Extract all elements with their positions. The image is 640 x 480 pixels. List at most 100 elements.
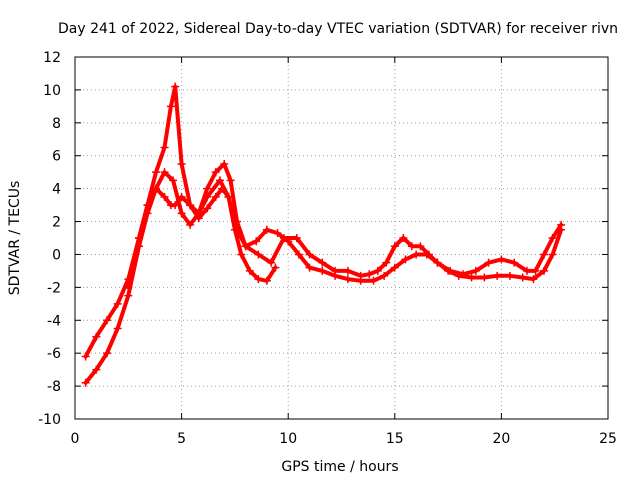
- data-point-marker: [186, 220, 195, 229]
- data-point-marker: [540, 266, 549, 275]
- data-point-marker: [166, 102, 175, 111]
- data-point-marker: [467, 273, 476, 282]
- y-tick-label: -2: [47, 280, 61, 296]
- data-point-marker: [143, 201, 152, 210]
- y-tick-label: -8: [47, 379, 61, 395]
- series-line: [83, 84, 564, 359]
- data-point-marker: [171, 201, 180, 210]
- data-point-marker: [218, 184, 227, 193]
- data-point-marker: [92, 332, 101, 341]
- data-point-marker: [124, 291, 133, 300]
- data-point-marker: [81, 378, 90, 387]
- data-point-marker: [412, 250, 421, 259]
- data-point-marker: [373, 266, 382, 275]
- data-point-marker: [318, 266, 327, 275]
- data-point-marker: [540, 250, 549, 259]
- x-axis-label: GPS time / hours: [281, 459, 398, 475]
- data-point-marker: [262, 225, 271, 234]
- y-tick-label: 0: [52, 247, 61, 263]
- data-point-marker: [343, 275, 352, 284]
- x-tick-label: 0: [71, 431, 80, 447]
- data-point-marker: [331, 271, 340, 280]
- data-point-marker: [160, 192, 169, 201]
- data-point-marker: [267, 258, 276, 267]
- data-point-marker: [518, 273, 527, 282]
- series-group: [81, 82, 566, 387]
- data-point-marker: [471, 266, 480, 275]
- data-point-marker: [401, 255, 410, 264]
- data-point-marker: [343, 266, 352, 275]
- y-tick-label: 8: [52, 116, 61, 132]
- y-tick-label: -10: [38, 412, 61, 428]
- data-point-marker: [224, 192, 233, 201]
- data-point-marker: [380, 271, 389, 280]
- y-tick-label: -6: [47, 346, 61, 362]
- data-point-marker: [522, 266, 531, 275]
- data-point-marker: [252, 237, 261, 246]
- data-point-marker: [318, 258, 327, 267]
- data-point-marker: [510, 258, 519, 267]
- chart-title: Day 241 of 2022, Sidereal Day-to-day VTE…: [58, 21, 618, 37]
- data-point-marker: [505, 271, 514, 280]
- x-tick-label: 5: [177, 431, 186, 447]
- data-point-marker: [292, 234, 301, 242]
- data-point-marker: [422, 250, 431, 259]
- data-point-marker: [211, 192, 220, 201]
- data-point-marker: [444, 266, 453, 275]
- data-point-marker: [194, 214, 203, 223]
- y-tick-label: 10: [43, 83, 61, 99]
- data-point-marker: [177, 192, 186, 201]
- data-point-marker: [220, 159, 229, 168]
- data-point-marker: [305, 250, 314, 259]
- data-point-marker: [305, 263, 314, 272]
- x-tick-label: 25: [599, 431, 617, 447]
- data-point-marker: [382, 258, 391, 267]
- data-point-marker: [454, 271, 463, 280]
- data-point-marker: [254, 250, 263, 259]
- data-point-marker: [160, 143, 169, 152]
- data-point-marker: [203, 184, 212, 193]
- data-point-marker: [102, 349, 111, 358]
- data-point-marker: [92, 365, 101, 374]
- data-point-marker: [186, 201, 195, 210]
- grid-lines: [75, 57, 608, 419]
- data-point-marker: [548, 234, 557, 242]
- data-point-marker: [245, 266, 254, 275]
- data-point-marker: [284, 237, 293, 246]
- series-trace-c: [124, 184, 280, 292]
- data-point-marker: [493, 271, 502, 280]
- data-point-marker: [484, 258, 493, 267]
- data-point-marker: [211, 168, 220, 177]
- data-point-marker: [294, 250, 303, 259]
- y-tick-label: 4: [52, 182, 61, 198]
- data-point-marker: [548, 250, 557, 259]
- data-point-marker: [152, 168, 161, 177]
- series-line: [83, 162, 564, 385]
- y-tick-label: -4: [47, 313, 61, 329]
- axis-ticks: 0 5 10 15 20 25 -10 -8 -6 -4 -2 0 2 4 6 8 10 12: [38, 50, 617, 447]
- data-point-marker: [152, 184, 161, 193]
- plot-frame: [74, 56, 609, 420]
- data-point-marker: [177, 209, 186, 218]
- data-point-marker: [169, 176, 178, 185]
- data-point-marker: [399, 234, 408, 242]
- data-point-marker: [416, 242, 425, 251]
- data-point-marker: [254, 275, 263, 284]
- data-point-marker: [529, 275, 538, 284]
- data-point-marker: [271, 263, 280, 272]
- y-tick-label: 12: [43, 50, 61, 66]
- data-point-marker: [226, 176, 235, 185]
- data-point-marker: [171, 82, 180, 91]
- data-point-marker: [433, 258, 442, 267]
- data-point-marker: [356, 276, 365, 285]
- data-point-marker: [160, 168, 169, 177]
- data-point-marker: [365, 270, 374, 279]
- data-point-marker: [113, 299, 122, 308]
- data-point-marker: [203, 204, 212, 213]
- data-point-marker: [124, 283, 133, 292]
- series-line: [126, 186, 278, 290]
- data-point-marker: [390, 242, 399, 251]
- x-tick-label: 15: [386, 431, 404, 447]
- y-tick-label: 2: [52, 215, 61, 231]
- data-point-marker: [215, 176, 224, 185]
